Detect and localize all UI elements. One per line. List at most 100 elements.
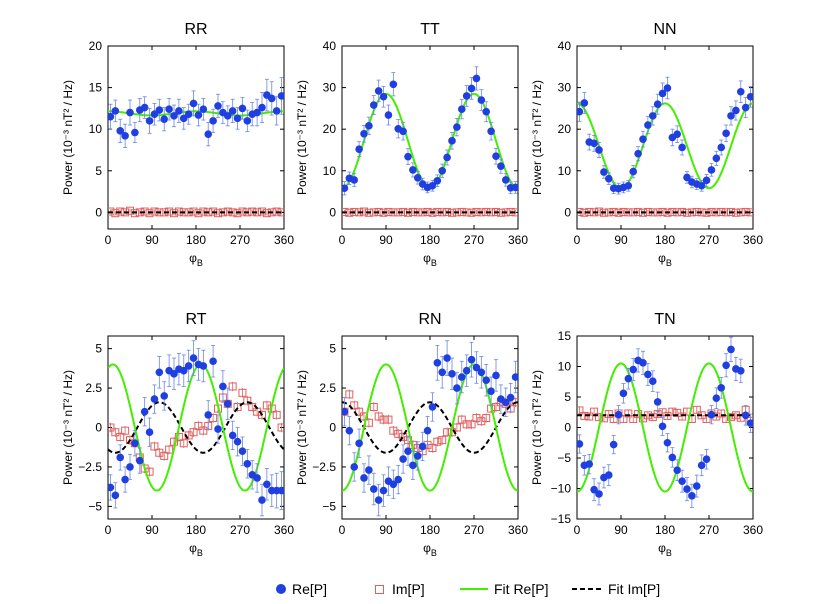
im-point bbox=[174, 432, 183, 441]
re-point bbox=[145, 428, 154, 437]
x-tick-label: 0 bbox=[105, 233, 112, 247]
data-layer bbox=[342, 340, 518, 517]
re-point bbox=[683, 173, 691, 182]
axes-box bbox=[576, 45, 754, 230]
re-point bbox=[595, 146, 603, 154]
x-tick-label: 360 bbox=[508, 523, 528, 537]
x-tick-label: 180 bbox=[655, 233, 675, 247]
re-point bbox=[111, 107, 120, 115]
re-point bbox=[350, 463, 359, 471]
panel-tt: TT 0 90 180 270 360 0 10 20 30 40 φB Power (10⁻³ nT²… bbox=[295, 21, 528, 268]
x-tick-label: 270 bbox=[230, 233, 250, 247]
y-axis-label: Power (10⁻³ nT² / Hz) bbox=[61, 370, 75, 485]
x-axis-label-sub: B bbox=[666, 258, 672, 268]
im-point bbox=[663, 208, 672, 217]
re-point bbox=[350, 176, 359, 184]
re-point bbox=[443, 354, 451, 362]
y-tick-label: 2.5 bbox=[85, 381, 102, 395]
re-point bbox=[580, 99, 589, 107]
re-point bbox=[462, 92, 471, 100]
re-point bbox=[727, 112, 735, 120]
x-tick-label: 360 bbox=[743, 233, 763, 247]
y-tick-label: 10 bbox=[558, 164, 572, 178]
fit-re-line bbox=[108, 363, 284, 492]
im-point bbox=[116, 432, 125, 441]
panel-rr: RR 0 90 180 270 360 0 5 10 15 20 φB Power (10⁻³ nT² … bbox=[61, 21, 294, 268]
re-point bbox=[140, 103, 149, 112]
re-point bbox=[204, 411, 213, 419]
y-tick-label: 40 bbox=[323, 39, 337, 53]
re-point bbox=[223, 400, 232, 408]
re-point bbox=[131, 439, 139, 448]
panel-title: RR bbox=[184, 21, 207, 38]
re-point bbox=[501, 176, 510, 184]
x-tick-label: 90 bbox=[379, 233, 393, 247]
re-point bbox=[741, 411, 750, 420]
im-point bbox=[228, 382, 237, 391]
im-point bbox=[258, 410, 266, 419]
x-axis-label-main: φ bbox=[658, 251, 666, 265]
re-point bbox=[413, 174, 422, 182]
x-tick-label: 90 bbox=[379, 523, 393, 537]
re-point bbox=[155, 368, 164, 377]
re-point bbox=[253, 108, 261, 117]
re-point bbox=[399, 127, 407, 136]
fit-re-line bbox=[577, 362, 753, 493]
re-point bbox=[253, 474, 261, 482]
y-axis-label: Power (10⁻³ nT² / Hz) bbox=[61, 80, 75, 195]
panel-title: TN bbox=[654, 311, 675, 328]
x-tick-label: 180 bbox=[186, 233, 206, 247]
x-tick-label: 360 bbox=[743, 523, 763, 537]
y-tick-label: 10 bbox=[89, 122, 103, 136]
re-point bbox=[369, 485, 378, 493]
im-point bbox=[243, 208, 252, 217]
re-point bbox=[355, 439, 363, 448]
x-tick-label: 0 bbox=[339, 523, 346, 537]
im-point bbox=[360, 412, 368, 421]
im-point bbox=[727, 413, 735, 422]
im-point bbox=[342, 207, 349, 216]
re-point bbox=[374, 87, 383, 95]
axes-box bbox=[107, 45, 285, 230]
x-tick-label: 0 bbox=[574, 523, 581, 537]
im-point bbox=[130, 209, 139, 218]
re-point bbox=[160, 392, 169, 400]
im-point bbox=[160, 451, 169, 460]
re-point bbox=[600, 168, 608, 176]
re-point bbox=[472, 363, 481, 372]
re-point bbox=[428, 403, 437, 411]
im-point bbox=[379, 415, 388, 424]
re-point bbox=[209, 357, 217, 366]
re-point bbox=[108, 483, 115, 492]
x-tick-label: 180 bbox=[186, 523, 206, 537]
re-point bbox=[170, 370, 178, 378]
im-point bbox=[364, 208, 373, 217]
re-point bbox=[404, 152, 412, 161]
im-point bbox=[108, 207, 115, 216]
re-point bbox=[131, 128, 139, 137]
panel-title: NN bbox=[653, 21, 676, 38]
im-point bbox=[170, 209, 178, 218]
re-point bbox=[727, 345, 735, 354]
legend-re-label: Re[P] bbox=[292, 581, 327, 597]
x-axis-label: φB bbox=[658, 251, 672, 268]
re-point bbox=[116, 127, 125, 135]
y-tick-label: 0 bbox=[329, 421, 336, 435]
im-point bbox=[678, 412, 687, 421]
im-point bbox=[634, 410, 643, 419]
re-point bbox=[644, 370, 652, 379]
re-point bbox=[722, 129, 730, 138]
re-point bbox=[511, 373, 518, 381]
re-point bbox=[577, 107, 584, 116]
y-tick-label: −2.5 bbox=[312, 460, 336, 474]
x-tick-label: 0 bbox=[105, 523, 112, 537]
im-point bbox=[624, 208, 633, 217]
re-point bbox=[448, 370, 456, 378]
x-axis-label-sub: B bbox=[431, 548, 437, 558]
re-point bbox=[501, 398, 510, 407]
data-layer bbox=[577, 336, 753, 508]
re-point bbox=[736, 366, 745, 375]
x-tick-label: 90 bbox=[614, 523, 628, 537]
re-point bbox=[683, 485, 691, 493]
